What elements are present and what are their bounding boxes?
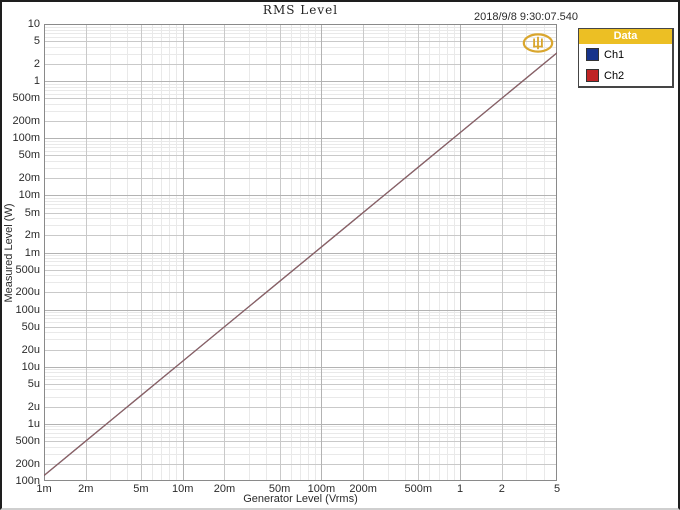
timestamp: 2018/9/8 9:30:07.540 <box>474 11 578 23</box>
y-tick-label: 50u <box>21 320 40 333</box>
y-tick-label: 20m <box>18 172 40 185</box>
legend-header: Data <box>579 29 672 44</box>
trace-ch2 <box>44 52 557 476</box>
x-tick-label: 20m <box>213 483 236 495</box>
vendor-logo-icon <box>522 33 554 53</box>
y-tick-label: 500m <box>12 92 40 105</box>
y-tick-label: 100m <box>12 132 40 145</box>
y-tick-label: 1u <box>27 417 40 430</box>
y-tick-label: 500n <box>15 435 40 448</box>
y-tick-label: 100u <box>15 303 40 316</box>
y-tick-label: 200n <box>15 457 40 470</box>
y-tick-label: 10u <box>21 360 40 373</box>
x-tick-label: 1m <box>36 483 52 495</box>
y-tick-label: 2 <box>33 57 40 70</box>
y-tick-label: 20u <box>21 343 40 356</box>
x-tick-label: 2 <box>498 483 505 495</box>
legend-item-label: Ch2 <box>604 69 625 82</box>
y-tick-label: 5u <box>27 377 40 390</box>
x-tick-label: 5 <box>553 483 561 495</box>
legend: Data Ch1 Ch2 <box>578 28 674 88</box>
x-axis-title: Generator Level (Vrms) <box>243 493 358 505</box>
legend-item-ch2[interactable]: Ch2 <box>579 65 672 86</box>
ch1-color-swatch <box>586 48 599 61</box>
y-tick-label: 200m <box>12 115 40 128</box>
y-tick-label: 5 <box>33 35 40 48</box>
y-tick-label: 2u <box>27 400 40 413</box>
y-tick-label: 5m <box>24 206 40 219</box>
x-tick-label: 10m <box>171 483 194 495</box>
x-tick-label: 100m <box>307 483 336 495</box>
y-tick-label: 1m <box>24 246 40 259</box>
x-tick-label: 2m <box>78 483 94 495</box>
legend-item-label: Ch1 <box>604 48 625 61</box>
y-tick-label: 500u <box>15 263 40 276</box>
ch2-color-swatch <box>586 69 599 82</box>
x-tick-label: 500m <box>404 483 433 495</box>
y-tick-label: 1 <box>33 75 40 88</box>
y-tick-label: 50m <box>18 149 40 162</box>
chart-title: RMS Level <box>262 3 339 17</box>
y-tick-label: 2m <box>24 229 40 242</box>
y-tick-label: 10 <box>27 18 40 30</box>
x-tick-label: 1 <box>456 483 464 495</box>
x-tick-label: 200m <box>349 483 377 495</box>
y-tick-label: 10m <box>18 189 40 202</box>
plot-area <box>44 24 557 481</box>
y-tick-label: 200u <box>15 286 40 299</box>
x-tick-label: 50m <box>268 483 291 495</box>
y-tick-label: 100n <box>15 475 40 487</box>
x-tick-label: 5m <box>133 483 149 495</box>
legend-item-ch1[interactable]: Ch1 <box>579 44 672 65</box>
